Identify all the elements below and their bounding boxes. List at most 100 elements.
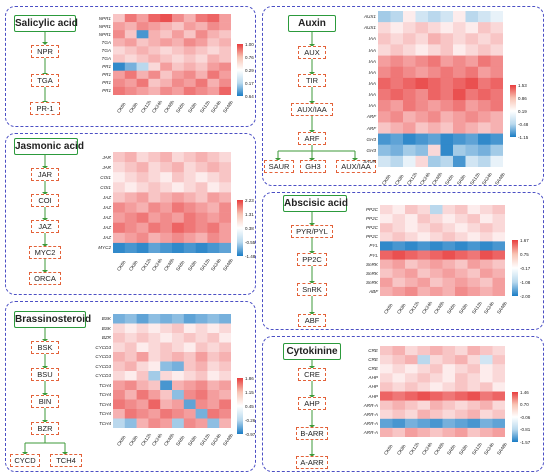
heatmap-cell — [113, 162, 126, 173]
heatmap-cell — [183, 62, 196, 71]
heatmap-cell — [403, 77, 416, 90]
heatmap-cell — [136, 352, 149, 362]
heatmap-cell — [417, 427, 431, 437]
heatmap-cell — [183, 418, 196, 428]
heatmap-row-label: AUX1 — [363, 14, 376, 20]
heatmap-cell — [183, 192, 196, 203]
heatmap-cell — [467, 364, 481, 374]
heatmap-cell — [405, 355, 418, 365]
heatmap-row-label: SnRK — [365, 279, 378, 285]
color-scale-tick: -1.57 — [520, 439, 531, 445]
heatmap-cell — [124, 380, 137, 391]
heatmap-cell — [183, 371, 196, 381]
heatmap-cell — [430, 277, 443, 288]
heatmap-row-label: BZR — [101, 335, 111, 341]
heatmap-cell — [465, 100, 479, 112]
heatmap-cell — [415, 100, 429, 112]
heatmap-row-label: CYCD3 — [95, 344, 111, 350]
heatmap-cell — [124, 222, 137, 234]
heatmap-cell — [148, 30, 161, 39]
heatmap-cell — [415, 11, 429, 23]
heatmap-cell — [453, 22, 466, 34]
heatmap-cell — [428, 122, 441, 134]
heatmap-cell — [195, 62, 208, 71]
heatmap-cell — [219, 70, 231, 80]
heatmap-cell — [160, 22, 173, 31]
heatmap-cell — [440, 44, 454, 56]
heatmap-cell — [428, 11, 441, 23]
heatmap-cell — [136, 333, 149, 343]
heatmap-cell — [160, 212, 173, 223]
title-auxin: Auxin — [288, 15, 336, 32]
heatmap-cell — [183, 361, 196, 372]
heatmap-cell — [453, 155, 466, 167]
heatmap-cell — [160, 162, 173, 173]
heatmap-cell — [467, 232, 481, 242]
color-scale-tick: -2.00 — [520, 293, 531, 299]
heatmap-cell — [430, 286, 443, 296]
heatmap-cell — [183, 30, 196, 39]
heatmap-cell — [442, 427, 456, 437]
heatmap-cell — [380, 382, 393, 392]
heatmap-cell — [453, 100, 466, 112]
heatmap-cell — [480, 373, 493, 383]
heatmap-cell — [390, 122, 404, 134]
panel-jasmonic — [5, 133, 256, 295]
heatmap-row-label: PP2C — [365, 216, 378, 222]
heatmap-cell — [195, 333, 208, 343]
heatmap-cell — [124, 390, 137, 400]
heatmap-cell — [378, 44, 391, 56]
color-scale-tick: -1.08 — [520, 279, 531, 285]
node-abf: ABF — [298, 314, 326, 327]
heatmap-cell — [392, 268, 406, 279]
node-aux-iaa: AUX/IAA — [291, 103, 333, 116]
heatmap-cell — [405, 259, 418, 269]
heatmap-cell — [160, 46, 173, 55]
heatmap-cell — [430, 427, 443, 437]
heatmap-cell — [148, 333, 161, 343]
heatmap-cell — [124, 30, 137, 39]
heatmap-cell — [160, 14, 173, 23]
heatmap-row-label: ARF — [366, 114, 376, 120]
heatmap-cell — [455, 259, 468, 269]
heatmap-cell — [160, 409, 173, 419]
heatmap-cell — [480, 427, 493, 437]
heatmap-cell — [415, 111, 429, 123]
panel-auxin — [262, 6, 544, 186]
heatmap-cell — [219, 390, 231, 400]
heatmap-row-label: CRE — [368, 348, 378, 354]
heatmap-cell — [390, 66, 404, 79]
heatmap-grid-auxin — [378, 11, 503, 167]
heatmap-cell — [378, 133, 391, 146]
heatmap-cell — [113, 14, 126, 23]
heatmap-cell — [148, 86, 161, 95]
heatmap-cell — [207, 242, 220, 253]
heatmap-cell — [113, 399, 126, 410]
panel-brassinosteroid — [5, 301, 256, 472]
heatmap-cell — [136, 152, 149, 163]
heatmap-cell — [148, 390, 161, 400]
node-arf: ARF — [298, 132, 326, 145]
heatmap-cell — [207, 222, 220, 234]
heatmap-cell — [417, 409, 431, 420]
heatmap-cell — [136, 390, 149, 400]
heatmap-cell — [428, 100, 441, 112]
heatmap-cell — [219, 22, 231, 31]
heatmap-cell — [160, 54, 173, 63]
heatmap-cell — [428, 77, 441, 90]
heatmap-cell — [415, 66, 429, 79]
color-scale-bar — [237, 200, 243, 256]
node-tch4: TCH4 — [50, 454, 82, 467]
heatmap-cell — [195, 202, 208, 213]
heatmap-cell — [113, 192, 126, 203]
heatmap-cell — [148, 46, 161, 55]
heatmap-cell — [183, 314, 196, 324]
heatmap-grid-cytokinine — [380, 346, 505, 437]
heatmap-cell — [172, 371, 185, 381]
heatmap-cell — [148, 222, 161, 234]
heatmap-cell — [172, 242, 185, 253]
heatmap-cell — [392, 241, 406, 251]
heatmap-cell — [195, 390, 208, 400]
heatmap-grid-salicylic — [113, 14, 231, 95]
color-scale-bar — [510, 85, 516, 137]
